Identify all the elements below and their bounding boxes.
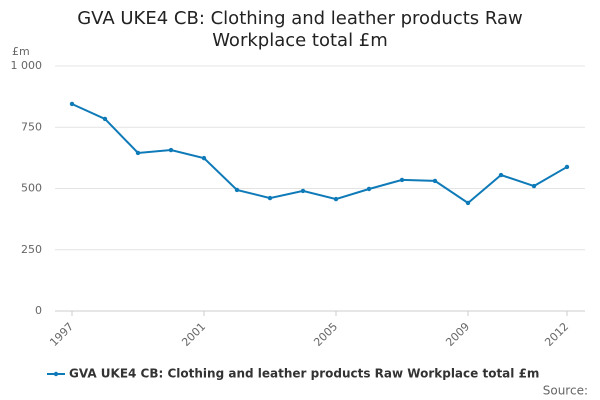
x-tick-label: 2001 bbox=[179, 320, 208, 349]
x-tick-label: 1997 bbox=[47, 320, 76, 349]
point bbox=[168, 147, 174, 153]
x-tick-label: 2012 bbox=[542, 320, 571, 349]
point bbox=[432, 178, 438, 184]
point bbox=[333, 196, 339, 202]
y-tick-label: 750 bbox=[21, 120, 42, 133]
point bbox=[234, 187, 240, 193]
point bbox=[201, 155, 207, 161]
point bbox=[498, 172, 504, 178]
y-tick-label: 250 bbox=[21, 243, 42, 256]
chart-title: GVA UKE4 CB: Clothing and leather produc… bbox=[77, 8, 523, 51]
y-tick-label: 1 000 bbox=[11, 59, 43, 72]
y-tick-label: 500 bbox=[21, 182, 42, 195]
point bbox=[465, 200, 471, 206]
point bbox=[366, 186, 372, 192]
point bbox=[531, 183, 537, 189]
legend-marker bbox=[53, 371, 59, 377]
x-tick-label: 2005 bbox=[311, 320, 340, 349]
series-line bbox=[71, 103, 568, 205]
point bbox=[399, 177, 405, 183]
legend-label: GVA UKE4 CB: Clothing and leather produc… bbox=[69, 367, 539, 381]
point bbox=[267, 195, 273, 201]
point bbox=[300, 188, 306, 194]
point bbox=[135, 150, 141, 156]
y-axis-label: £m bbox=[12, 45, 30, 58]
point bbox=[69, 101, 75, 107]
point bbox=[564, 164, 570, 170]
point bbox=[102, 116, 108, 122]
y-tick-label: 0 bbox=[35, 304, 42, 317]
x-tick-label: 2009 bbox=[443, 320, 472, 349]
source: Source: bbox=[543, 384, 588, 398]
